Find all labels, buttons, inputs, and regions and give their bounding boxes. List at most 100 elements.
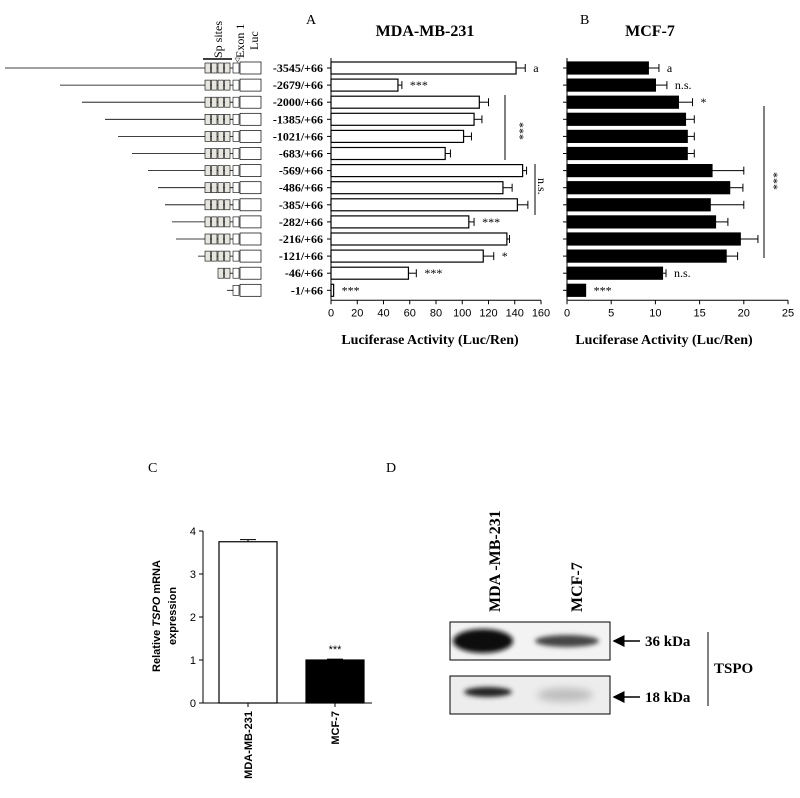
western-blot: MDA -MB-231 MCF-7 36 kDa 18 kDa TSPO [449,510,753,715]
bar [330,266,410,280]
x-tick-label: 10 [649,307,661,319]
bar [566,249,727,263]
band-label-36kda: 36 kDa [645,634,691,650]
blot-lane-1-label: MDA -MB-231 [487,510,504,612]
luc-box [239,147,262,160]
bar [566,61,649,75]
luc-box [239,112,262,126]
band-mda-36kda [453,629,513,653]
bar [330,249,484,263]
sp-site-box [217,62,224,74]
sp-site-box [217,131,224,142]
exon1-header: Exon 1 [233,24,247,58]
sp-site-box [204,131,211,142]
x-tick-label: 100 [453,307,471,319]
luc-box [239,266,262,280]
bar [566,164,713,178]
luc-box [239,130,262,143]
sp-site-box [224,233,231,245]
chart-c-ylabel-pre: Relative [151,627,163,672]
x-category-label: MCF-7 [330,711,342,745]
significance-label: *** [410,78,428,92]
exon1-box [232,79,240,91]
luc-header: Luc [247,31,261,50]
sp-site-box [211,165,218,176]
sp-site-box [217,250,224,262]
x-tick-label: 60 [404,307,416,319]
bar [566,198,711,212]
significance-label: *** [342,283,360,297]
exon1-box [232,216,240,228]
construct-label: -569/+66 [279,164,323,178]
sp-site-box [204,96,211,108]
significance-label: n.s. [675,78,692,92]
bar [566,112,687,126]
x-tick-label: 25 [782,307,794,319]
x-tick-label: 120 [479,307,497,319]
sp-site-box [217,233,224,245]
tss-arrow-icon [234,57,241,63]
band-mda-18kda [464,687,512,697]
sp-site-box [211,182,218,193]
band-label-18kda: 18 kDa [645,690,691,706]
blot-lane-2-label: MCF-7 [569,562,586,612]
bar [566,232,741,246]
exon1-box [232,250,240,262]
sp-site-box [204,182,211,193]
chart-c-axis: 0 1 2 3 4 MDA-MB-231 MCF-7 [190,526,372,779]
chart-b-bars: an.s.*n.s.*** [566,61,759,297]
chart-a-title: MDA-MB-231 [376,23,475,40]
significance-label: *** [594,283,612,297]
luc-box [239,198,262,212]
sp-site-box [217,114,224,125]
bar [305,659,365,704]
chart-b-axis: 0 5 10 15 20 25 [563,58,794,319]
bar [330,95,480,109]
sp-site-box [211,131,218,142]
bar [330,112,475,126]
construct-label: -683/+66 [279,147,323,161]
chart-a-bracket-right-label: n.s. [535,178,549,195]
sp-site-box [211,250,218,262]
exon1-box [232,165,240,176]
sp-site-box [217,216,224,228]
exon1-box [232,148,240,159]
exon1-box [232,233,240,245]
sp-site-box [217,165,224,176]
y-tick-label: 0 [190,698,196,710]
sp-site-box [217,182,224,193]
construct-label: -282/+66 [279,215,323,229]
x-tick-label: 20 [351,307,363,319]
luc-box [239,164,262,177]
construct-header: Sp sites Exon 1 Luc [203,21,261,63]
sp-site-box [211,216,218,228]
exon1-box [232,182,240,193]
construct-schematics [5,61,262,297]
exon1-box [232,284,240,296]
x-tick-label: 5 [608,307,614,319]
bar [566,129,688,143]
luc-box [239,283,262,297]
chart-c-ylabel-post: mRNA [151,560,163,597]
sp-site-box [204,216,211,228]
sp-site-box [224,96,231,108]
luc-box [239,232,262,246]
sp-site-box [217,148,224,159]
construct-label: -1021/+66 [273,129,323,143]
chart-a: MDA-MB-231 Luciferase Activity (Luc/Ren)… [327,23,550,348]
sp-site-box [204,114,211,125]
significance-label: * [701,95,707,109]
bar [218,541,278,704]
chart-c: Relative TSPO mRNA expression 0 1 2 3 4 MDA-M… [151,526,372,779]
chart-a-xlabel: Luciferase Activity (Luc/Ren) [341,333,519,348]
construct-label: -46/+66 [285,266,323,280]
chart-c-ylabel-italic: TSPO [151,596,163,626]
sp-site-box [224,148,231,159]
significance-label: *** [329,644,343,656]
chart-a-bracket-mid-label: *** [513,122,527,140]
bar [566,215,717,229]
construct-label: -216/+66 [279,232,323,246]
sp-site-box [204,148,211,159]
x-tick-label: 140 [506,307,524,319]
sp-site-box [224,199,231,211]
